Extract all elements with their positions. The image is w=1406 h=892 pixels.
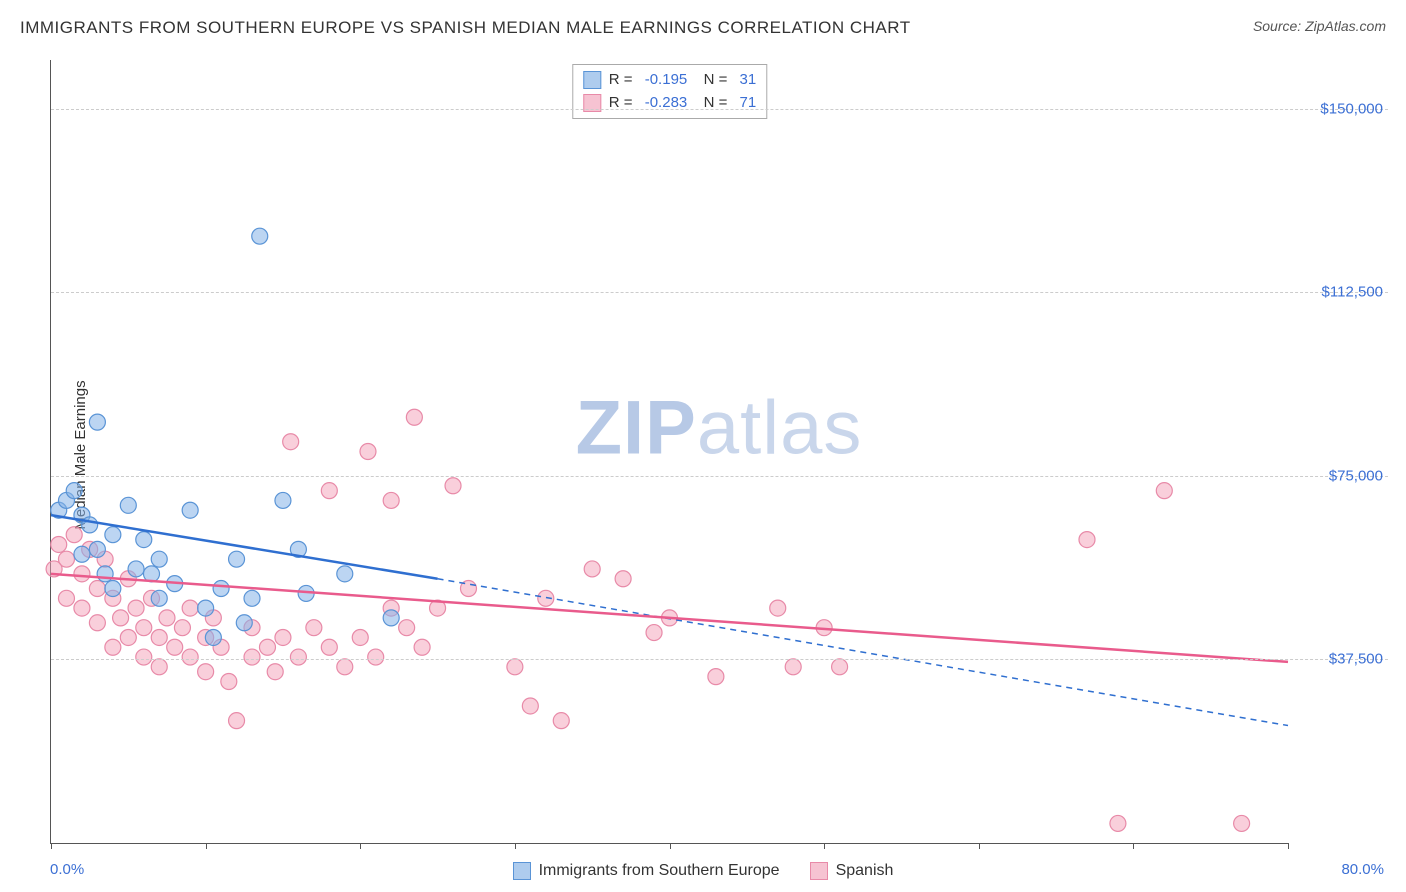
swatch-pink	[810, 862, 828, 880]
chart-title: IMMIGRANTS FROM SOUTHERN EUROPE VS SPANI…	[20, 18, 911, 38]
y-tick-label: $150,000	[1320, 100, 1383, 117]
legend-item-blue: Immigrants from Southern Europe	[513, 862, 780, 880]
scatter-svg	[51, 60, 1288, 843]
source-credit: Source: ZipAtlas.com	[1253, 18, 1386, 34]
chart-container: Median Male Earnings ZIPatlas R = -0.195…	[44, 60, 1388, 850]
series-legend: Immigrants from Southern Europe Spanish	[0, 862, 1406, 880]
legend-item-pink: Spanish	[810, 862, 894, 880]
legend-row-pink: R = -0.283 N = 71	[583, 92, 756, 115]
correlation-legend: R = -0.195 N = 31 R = -0.283 N = 71	[572, 64, 767, 119]
y-tick-label: $112,500	[1322, 284, 1383, 301]
plot-area: ZIPatlas R = -0.195 N = 31 R = -0.283 N …	[50, 60, 1288, 844]
swatch-blue	[583, 71, 601, 89]
swatch-blue	[513, 862, 531, 880]
y-tick-label: $75,000	[1329, 467, 1383, 484]
legend-row-blue: R = -0.195 N = 31	[583, 69, 756, 92]
y-tick-label: $37,500	[1329, 651, 1383, 668]
